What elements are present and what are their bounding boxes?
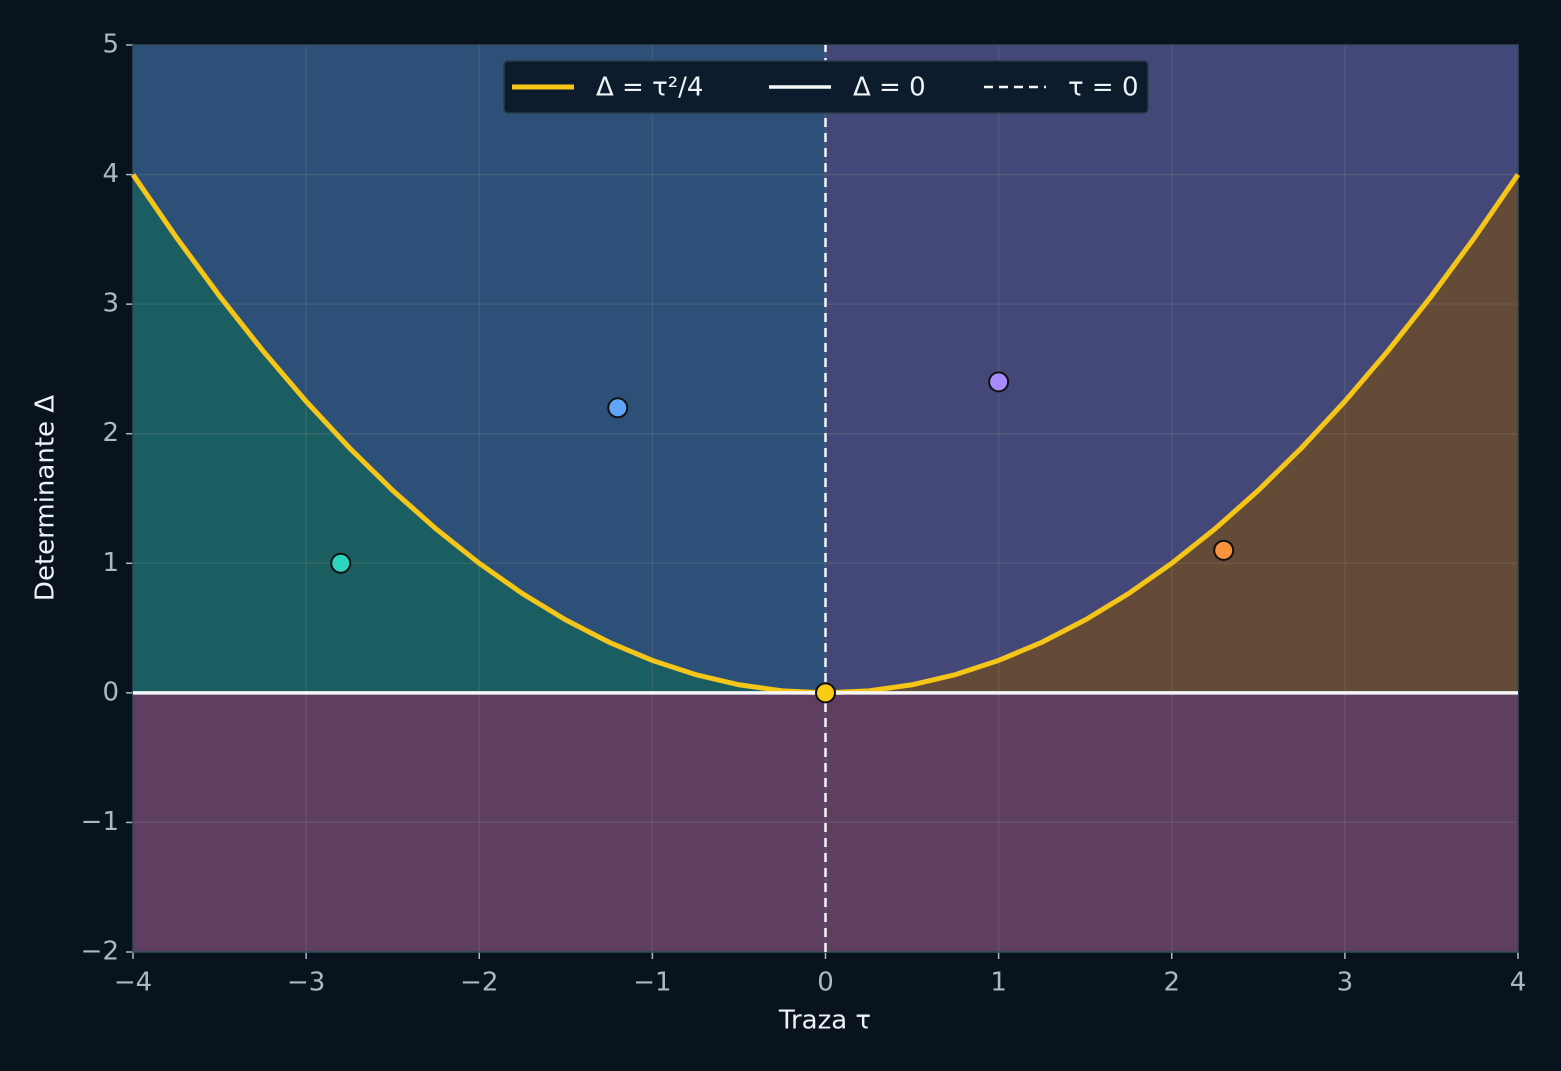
legend: Δ = τ²/4 Δ = 0 τ = 0 — [503, 60, 1149, 114]
legend-label: Δ = τ²/4 — [596, 73, 703, 103]
point — [607, 397, 629, 419]
y-tick-label: −2 — [81, 937, 119, 967]
region — [825, 45, 1518, 693]
y-tick-label: 4 — [102, 159, 119, 189]
x-tick-label: −3 — [287, 968, 325, 998]
x-tick-label: 1 — [990, 968, 1007, 998]
y-tick-label: 2 — [102, 418, 119, 448]
region — [133, 174, 826, 693]
x-tick-label: 0 — [817, 968, 834, 998]
point — [330, 552, 352, 574]
x-tick-label: −1 — [633, 968, 671, 998]
point — [815, 682, 836, 704]
y-tick-label: 0 — [102, 677, 119, 707]
x-tick-label: 2 — [1163, 968, 1180, 998]
y-tick-label: 5 — [102, 30, 119, 60]
point — [1213, 539, 1235, 561]
y-tick-label: 1 — [102, 548, 119, 578]
x-tick-label: 4 — [1510, 968, 1527, 998]
region — [825, 174, 1518, 693]
y-tick-label: −1 — [81, 807, 119, 837]
y-axis-label: Determinante Δ — [31, 395, 61, 601]
legend-label: τ = 0 — [1068, 73, 1139, 103]
x-tick-label: −2 — [460, 968, 498, 998]
y-tick-label: 3 — [102, 289, 119, 319]
x-tick-label: 3 — [1337, 968, 1354, 998]
x-tick-label: −4 — [114, 968, 152, 998]
x-axis-label: Traza τ — [778, 1006, 871, 1036]
region — [133, 45, 826, 693]
legend-label: Δ = 0 — [853, 73, 926, 103]
point — [988, 371, 1010, 393]
